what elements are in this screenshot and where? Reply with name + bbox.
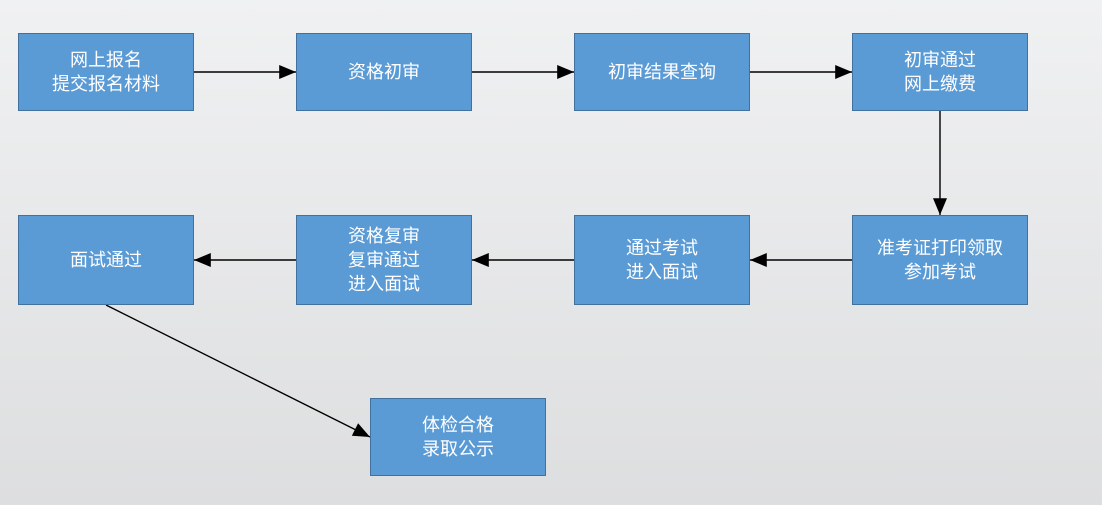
flow-node-n8: 面试通过 — [18, 215, 194, 305]
flow-node-n5: 准考证打印领取 参加考试 — [852, 215, 1028, 305]
flow-node-n2: 资格初审 — [296, 33, 472, 111]
flow-node-n4: 初审通过 网上缴费 — [852, 33, 1028, 111]
edge-n8-n9 — [106, 305, 370, 437]
flow-node-n1: 网上报名 提交报名材料 — [18, 33, 194, 111]
flow-node-n9: 体检合格 录取公示 — [370, 398, 546, 476]
flow-node-n7: 资格复审 复审通过 进入面试 — [296, 215, 472, 305]
flow-node-n6: 通过考试 进入面试 — [574, 215, 750, 305]
flow-node-n3: 初审结果查询 — [574, 33, 750, 111]
flowchart-canvas: 网上报名 提交报名材料 资格初审 初审结果查询 初审通过 网上缴费准考证打印领取 参加… — [0, 0, 1102, 505]
